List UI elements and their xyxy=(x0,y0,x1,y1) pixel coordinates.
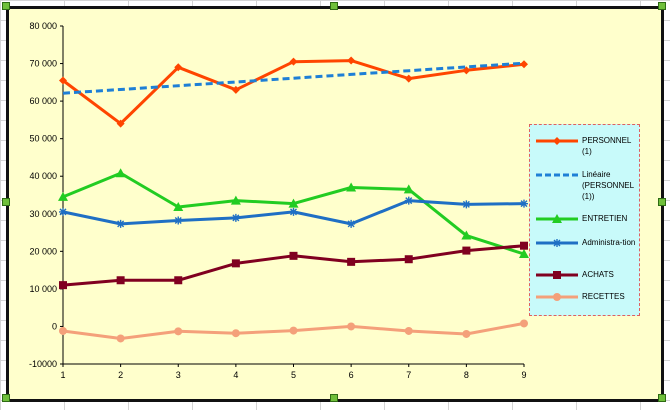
legend-marker xyxy=(553,239,561,247)
y-tick-label: 30 000 xyxy=(29,209,57,219)
data-point-5-2 xyxy=(174,327,183,336)
resize-handle-top-left[interactable] xyxy=(2,2,10,10)
data-point-3-1 xyxy=(116,219,125,228)
data-point-5-3 xyxy=(231,329,240,338)
resize-handle-bottom-right[interactable] xyxy=(658,394,666,402)
series-line-1 xyxy=(62,61,525,95)
legend-marker xyxy=(553,271,561,279)
data-point-3-0 xyxy=(59,207,67,216)
data-point-4-0 xyxy=(59,281,67,290)
data-point-5-6 xyxy=(404,326,413,335)
x-tick-label: 4 xyxy=(233,370,238,380)
legend-label: Administra-tion xyxy=(582,238,636,247)
data-point-3-6 xyxy=(404,196,413,205)
resize-handle-bottom-left[interactable] xyxy=(2,394,10,402)
x-tick-label: 2 xyxy=(118,370,123,380)
data-point-4-8 xyxy=(520,241,528,250)
series-line-4 xyxy=(62,244,525,287)
data-point-2-0 xyxy=(58,191,68,201)
data-point-2-5 xyxy=(346,182,357,192)
data-point-2-7 xyxy=(461,230,472,240)
y-tick-label: -10000 xyxy=(29,359,57,369)
data-point-3-3 xyxy=(231,213,240,222)
resize-handle-bottom[interactable] xyxy=(330,394,338,402)
data-point-3-8 xyxy=(520,199,528,208)
data-point-3-5 xyxy=(347,219,356,228)
resize-handle-top-right[interactable] xyxy=(658,2,666,10)
data-point-5-7 xyxy=(462,329,471,338)
series-line-0 xyxy=(62,59,525,126)
data-point-4-6 xyxy=(404,255,413,264)
data-point-5-8 xyxy=(520,319,528,328)
data-point-4-2 xyxy=(174,276,183,285)
data-point-0-5 xyxy=(347,56,356,65)
data-point-3-2 xyxy=(174,216,183,225)
resize-handle-top[interactable] xyxy=(330,2,338,10)
x-tick-label: 8 xyxy=(464,370,469,380)
data-point-2-4 xyxy=(288,198,299,208)
data-point-0-2 xyxy=(174,63,183,72)
data-point-3-7 xyxy=(462,200,471,209)
data-point-0-1 xyxy=(116,119,125,128)
y-tick-label: 50 000 xyxy=(29,134,57,144)
x-tick-label: 1 xyxy=(60,370,65,380)
data-point-2-2 xyxy=(173,202,184,212)
data-point-0-6 xyxy=(404,74,413,83)
y-tick-label: 0 xyxy=(52,321,57,331)
data-point-4-3 xyxy=(231,259,240,268)
data-point-0-8 xyxy=(520,60,528,69)
data-point-4-7 xyxy=(462,246,471,255)
resize-handle-right[interactable] xyxy=(658,198,666,206)
data-point-2-8 xyxy=(519,248,529,258)
x-tick-label: 6 xyxy=(349,370,354,380)
legend-label: Linéaire (PERSONNEL (1)) xyxy=(582,170,634,201)
y-tick-label: 10 000 xyxy=(29,284,57,294)
legend-swatch xyxy=(536,271,578,279)
legend-marker xyxy=(553,137,561,145)
y-tick-label: 20 000 xyxy=(29,246,57,256)
legend-swatch xyxy=(536,137,578,145)
x-tick-label: 3 xyxy=(176,370,181,380)
y-tick-label: 80 000 xyxy=(29,21,57,31)
legend-marker xyxy=(552,214,562,223)
legend-swatch xyxy=(536,293,578,301)
legend-label: PERSONNEL (1) xyxy=(582,136,632,156)
y-tick-label: 70 000 xyxy=(29,59,57,69)
data-point-0-4 xyxy=(289,57,298,66)
legend-swatch xyxy=(536,214,578,223)
chart-legend[interactable]: PERSONNEL (1) Linéaire (PERSONNEL (1)) ENT… xyxy=(529,124,640,316)
y-tick-label: 60 000 xyxy=(29,96,57,106)
legend-label: ACHATS xyxy=(582,270,614,279)
data-point-5-4 xyxy=(289,326,298,335)
data-point-5-5 xyxy=(347,322,356,331)
legend-swatch xyxy=(536,173,578,177)
x-tick-label: 9 xyxy=(521,370,526,380)
data-point-0-0 xyxy=(59,76,67,85)
data-point-2-6 xyxy=(403,184,414,194)
data-point-2-1 xyxy=(115,168,126,178)
x-tick-label: 7 xyxy=(406,370,411,380)
data-point-4-4 xyxy=(289,251,298,260)
y-tick-label: 40 000 xyxy=(29,171,57,181)
x-tick-label: 5 xyxy=(291,370,296,380)
resize-handle-left[interactable] xyxy=(2,198,10,206)
legend-label: RECETTES xyxy=(582,292,625,301)
data-point-0-3 xyxy=(231,85,240,94)
data-point-4-5 xyxy=(347,257,356,266)
data-point-4-1 xyxy=(116,276,125,285)
data-point-2-3 xyxy=(230,195,241,205)
legend-swatch xyxy=(536,239,578,247)
data-point-5-0 xyxy=(59,326,67,335)
data-point-5-1 xyxy=(116,334,125,343)
legend-label: ENTRETIEN xyxy=(582,214,628,223)
legend-marker xyxy=(553,293,561,301)
data-point-3-4 xyxy=(289,207,298,216)
